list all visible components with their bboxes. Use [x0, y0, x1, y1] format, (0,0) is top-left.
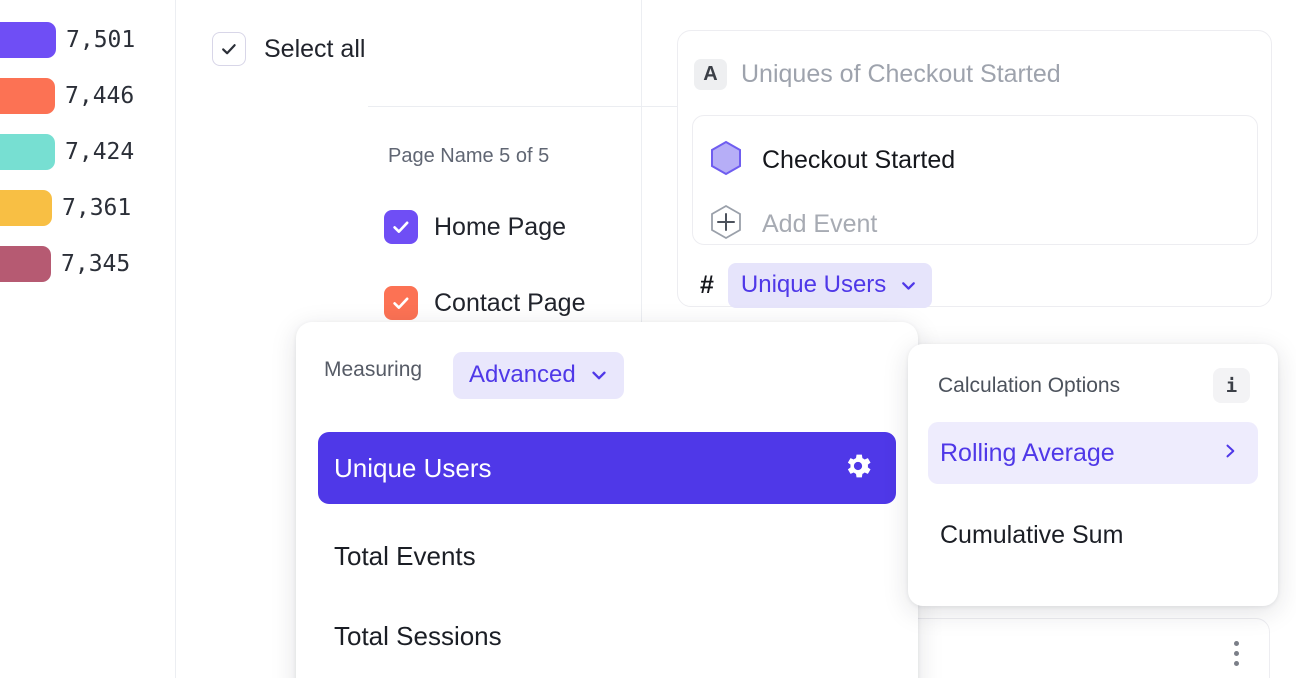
kebab-dot	[1234, 661, 1239, 666]
event-row[interactable]: Checkout Started	[709, 140, 955, 181]
legend-row: 7,446	[0, 78, 134, 114]
legend-row: 7,501	[0, 22, 135, 58]
list-divider	[368, 106, 738, 107]
legend-value: 7,345	[61, 251, 131, 277]
calculation-option[interactable]: Rolling Average	[928, 422, 1258, 484]
list-item-label: Home Page	[434, 212, 567, 241]
calculation-options-title: Calculation Options	[938, 373, 1121, 397]
advanced-mode-label: Advanced	[469, 361, 576, 388]
measuring-popup-header: Measuring	[296, 322, 918, 418]
calculation-option-label: Cumulative Sum	[940, 520, 1124, 549]
page-name-group-title: Page Name 5 of 5	[388, 145, 550, 167]
measure-metric-dropdown[interactable]: Unique Users	[727, 263, 933, 308]
legend-row: 7,345	[0, 246, 130, 282]
measure-title-row: A Uniques of Checkout Started	[694, 59, 1061, 90]
legend-bar	[0, 246, 51, 282]
hexagon-plus-icon	[709, 204, 743, 245]
select-all-label: Select all	[264, 34, 366, 63]
event-label: Checkout Started	[762, 146, 956, 174]
metric-type-row: # Unique Users	[700, 263, 933, 308]
list-item-checkbox[interactable]	[384, 286, 418, 320]
measure-metric-label: Unique Users	[740, 271, 887, 298]
select-all-row[interactable]: Select all	[212, 32, 365, 66]
measure-title-text[interactable]: Uniques of Checkout Started	[741, 60, 1061, 88]
legend-row: 7,424	[0, 134, 134, 170]
select-all-checkbox[interactable]	[212, 32, 246, 66]
legend-bar	[0, 78, 55, 114]
event-row[interactable]: Add Event	[709, 204, 877, 245]
chevron-down-icon	[592, 371, 606, 380]
measuring-label: Measuring	[324, 358, 423, 381]
legend-value: 7,361	[62, 195, 132, 221]
legend-row: 7,361	[0, 190, 131, 226]
list-item[interactable]: Home Page	[384, 210, 566, 244]
calculation-options-header: Calculation Options i	[938, 368, 1250, 403]
info-icon[interactable]: i	[1213, 368, 1250, 403]
chevron-down-icon	[902, 281, 916, 290]
list-item[interactable]: Contact Page	[384, 286, 586, 320]
legend-value: 7,424	[65, 139, 135, 165]
calculation-options-popup: Calculation Options i Rolling Average Cum…	[908, 344, 1278, 606]
measuring-option-label: Total Sessions	[334, 620, 502, 651]
legend-bar	[0, 190, 52, 226]
measuring-option-label: Unique Users	[334, 452, 492, 483]
legend-panel: 7,501 7,446 7,424 7,361 7,345	[0, 0, 176, 678]
more-options-icon[interactable]	[1234, 641, 1239, 666]
gear-icon[interactable]	[842, 450, 874, 487]
legend-value: 7,501	[66, 27, 136, 53]
legend-bar	[0, 22, 56, 58]
measuring-option-label: Total Events	[334, 540, 476, 571]
measure-definition-card: A Uniques of Checkout Started Checkout S…	[677, 30, 1272, 308]
measuring-option[interactable]: Total Sessions	[318, 600, 896, 672]
hexagon-filled-icon	[709, 140, 743, 181]
chevron-right-icon	[1220, 441, 1240, 466]
legend-value: 7,446	[65, 83, 135, 109]
kebab-dot	[1234, 641, 1239, 646]
list-item-label: Contact Page	[434, 288, 586, 317]
calculation-option[interactable]: Cumulative Sum	[928, 504, 1258, 566]
measuring-option[interactable]: Total Events	[318, 520, 896, 592]
event-label: Add Event	[762, 210, 878, 238]
hash-icon: #	[700, 271, 714, 299]
advanced-mode-dropdown[interactable]: Advanced	[453, 352, 624, 399]
kebab-dot	[1234, 651, 1239, 656]
measuring-option[interactable]: Unique Users	[318, 432, 896, 504]
event-list-box: Checkout Started Add Event	[692, 115, 1258, 245]
calculation-option-label: Rolling Average	[940, 438, 1115, 467]
legend-bar	[0, 134, 55, 170]
measure-letter-badge: A	[694, 59, 727, 90]
list-item-checkbox[interactable]	[384, 210, 418, 244]
